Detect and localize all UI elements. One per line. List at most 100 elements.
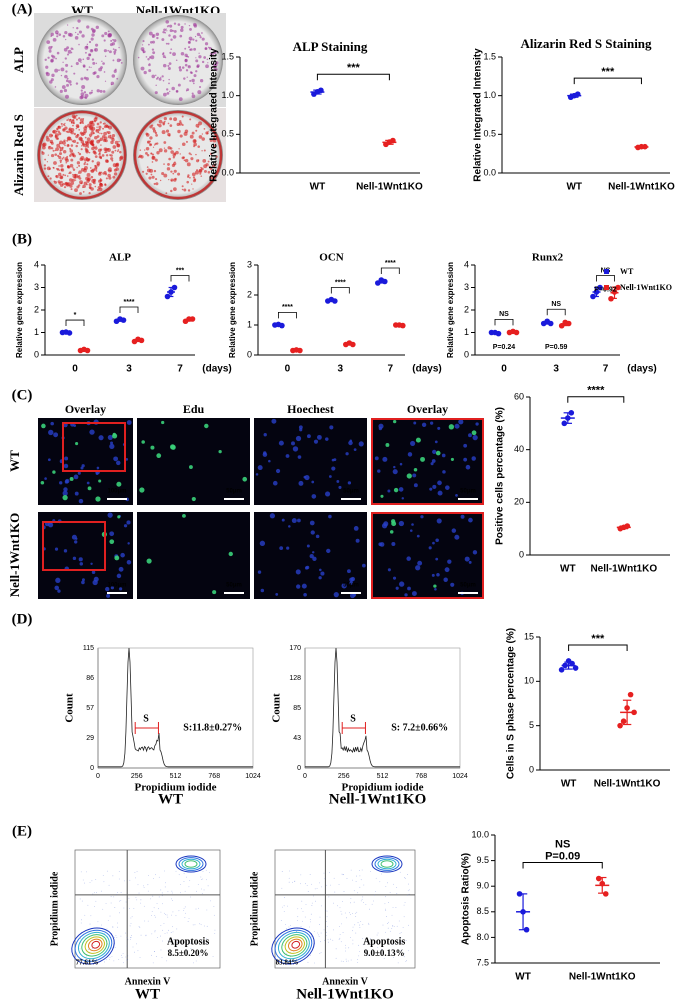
dot (608, 295, 614, 302)
nucleus (434, 587, 437, 591)
scale-bar (107, 498, 127, 500)
stain-spot (64, 57, 67, 60)
event (109, 956, 111, 958)
dot (171, 284, 178, 291)
stain-spot (181, 156, 185, 160)
stain-spot (189, 176, 191, 179)
y-tick-label: 3 (464, 282, 469, 292)
event (404, 902, 406, 903)
dot (66, 330, 73, 336)
edu-cell (385, 443, 390, 447)
nucleus (464, 556, 470, 562)
nucleus (458, 419, 464, 425)
stain-spot (172, 29, 175, 32)
event (354, 924, 356, 926)
nucleus (451, 528, 457, 533)
stain-spot (58, 172, 62, 177)
stain-spot (68, 171, 72, 174)
quadrant-percent: 83.84% (276, 959, 299, 967)
event (200, 876, 202, 878)
stain-spot (45, 137, 50, 142)
nucleus (411, 523, 414, 526)
stain-spot (161, 75, 164, 78)
nucleus (377, 469, 381, 473)
nucleus (291, 441, 295, 446)
event (403, 904, 405, 906)
plot-frame (97, 647, 254, 769)
nucleus (312, 551, 315, 554)
event (375, 877, 377, 879)
flow-y-label: Count (64, 693, 76, 723)
nucleus (44, 477, 47, 480)
nucleus (304, 475, 310, 481)
stain-spot (79, 192, 82, 195)
nucleus (50, 421, 54, 426)
stain-spot (114, 149, 117, 152)
contour (71, 927, 115, 965)
significance-bracket (170, 275, 190, 282)
stain-spot (155, 32, 160, 37)
event (330, 938, 331, 940)
nucleus (306, 544, 310, 548)
stain-spot (194, 170, 199, 175)
event (323, 929, 325, 931)
stain-spot (180, 25, 184, 29)
event (136, 871, 138, 873)
event (309, 926, 311, 928)
flow-title: WT (135, 986, 160, 1002)
event (187, 921, 189, 922)
stain-spot (179, 153, 181, 155)
stain-spot (73, 72, 76, 75)
significance-bracket (278, 312, 297, 319)
event (161, 895, 163, 897)
stain-spot (68, 118, 72, 122)
significance-bracket (546, 308, 566, 316)
stain-spot (151, 153, 155, 156)
stain-spot (179, 34, 183, 38)
stain-spot (116, 77, 119, 80)
stain-spot (88, 40, 92, 44)
event (377, 946, 379, 948)
stain-spot (175, 90, 179, 93)
event (363, 884, 365, 886)
stain-spot (64, 174, 67, 177)
edu-cell (95, 496, 101, 502)
stain-spot (161, 172, 165, 176)
stain-spot (59, 149, 62, 152)
stain-spot (186, 162, 191, 167)
stain-spot (215, 61, 219, 65)
stain-spot (170, 48, 173, 51)
stain-spot (58, 182, 62, 185)
stain-spot (96, 161, 101, 166)
event (123, 880, 125, 882)
event (92, 893, 94, 895)
stain-spot (91, 146, 95, 151)
nucleus (454, 423, 460, 429)
event (357, 962, 359, 963)
event (171, 892, 173, 894)
dot (164, 293, 171, 300)
y-tick-label: 40 (514, 444, 524, 454)
stain-spot (84, 147, 88, 151)
event (352, 939, 354, 941)
event (330, 884, 331, 886)
y-tick-label: 20 (514, 497, 524, 507)
event (107, 920, 109, 921)
y-tick-label: 0 (529, 764, 534, 774)
edu-cell (391, 519, 396, 524)
event (126, 945, 128, 947)
image-column-label: Overlay (407, 402, 448, 416)
event (290, 956, 291, 958)
event (280, 920, 282, 921)
nucleus (53, 432, 59, 438)
nucleus (127, 542, 130, 545)
stain-spot (178, 148, 180, 150)
flow-x-tick: 768 (415, 773, 427, 780)
event (130, 938, 131, 940)
event (397, 962, 399, 964)
stain-spot (113, 52, 116, 55)
event (319, 924, 321, 925)
stain-spot (163, 147, 166, 149)
y-tick-label: 15 (524, 631, 534, 641)
gate (134, 722, 159, 734)
